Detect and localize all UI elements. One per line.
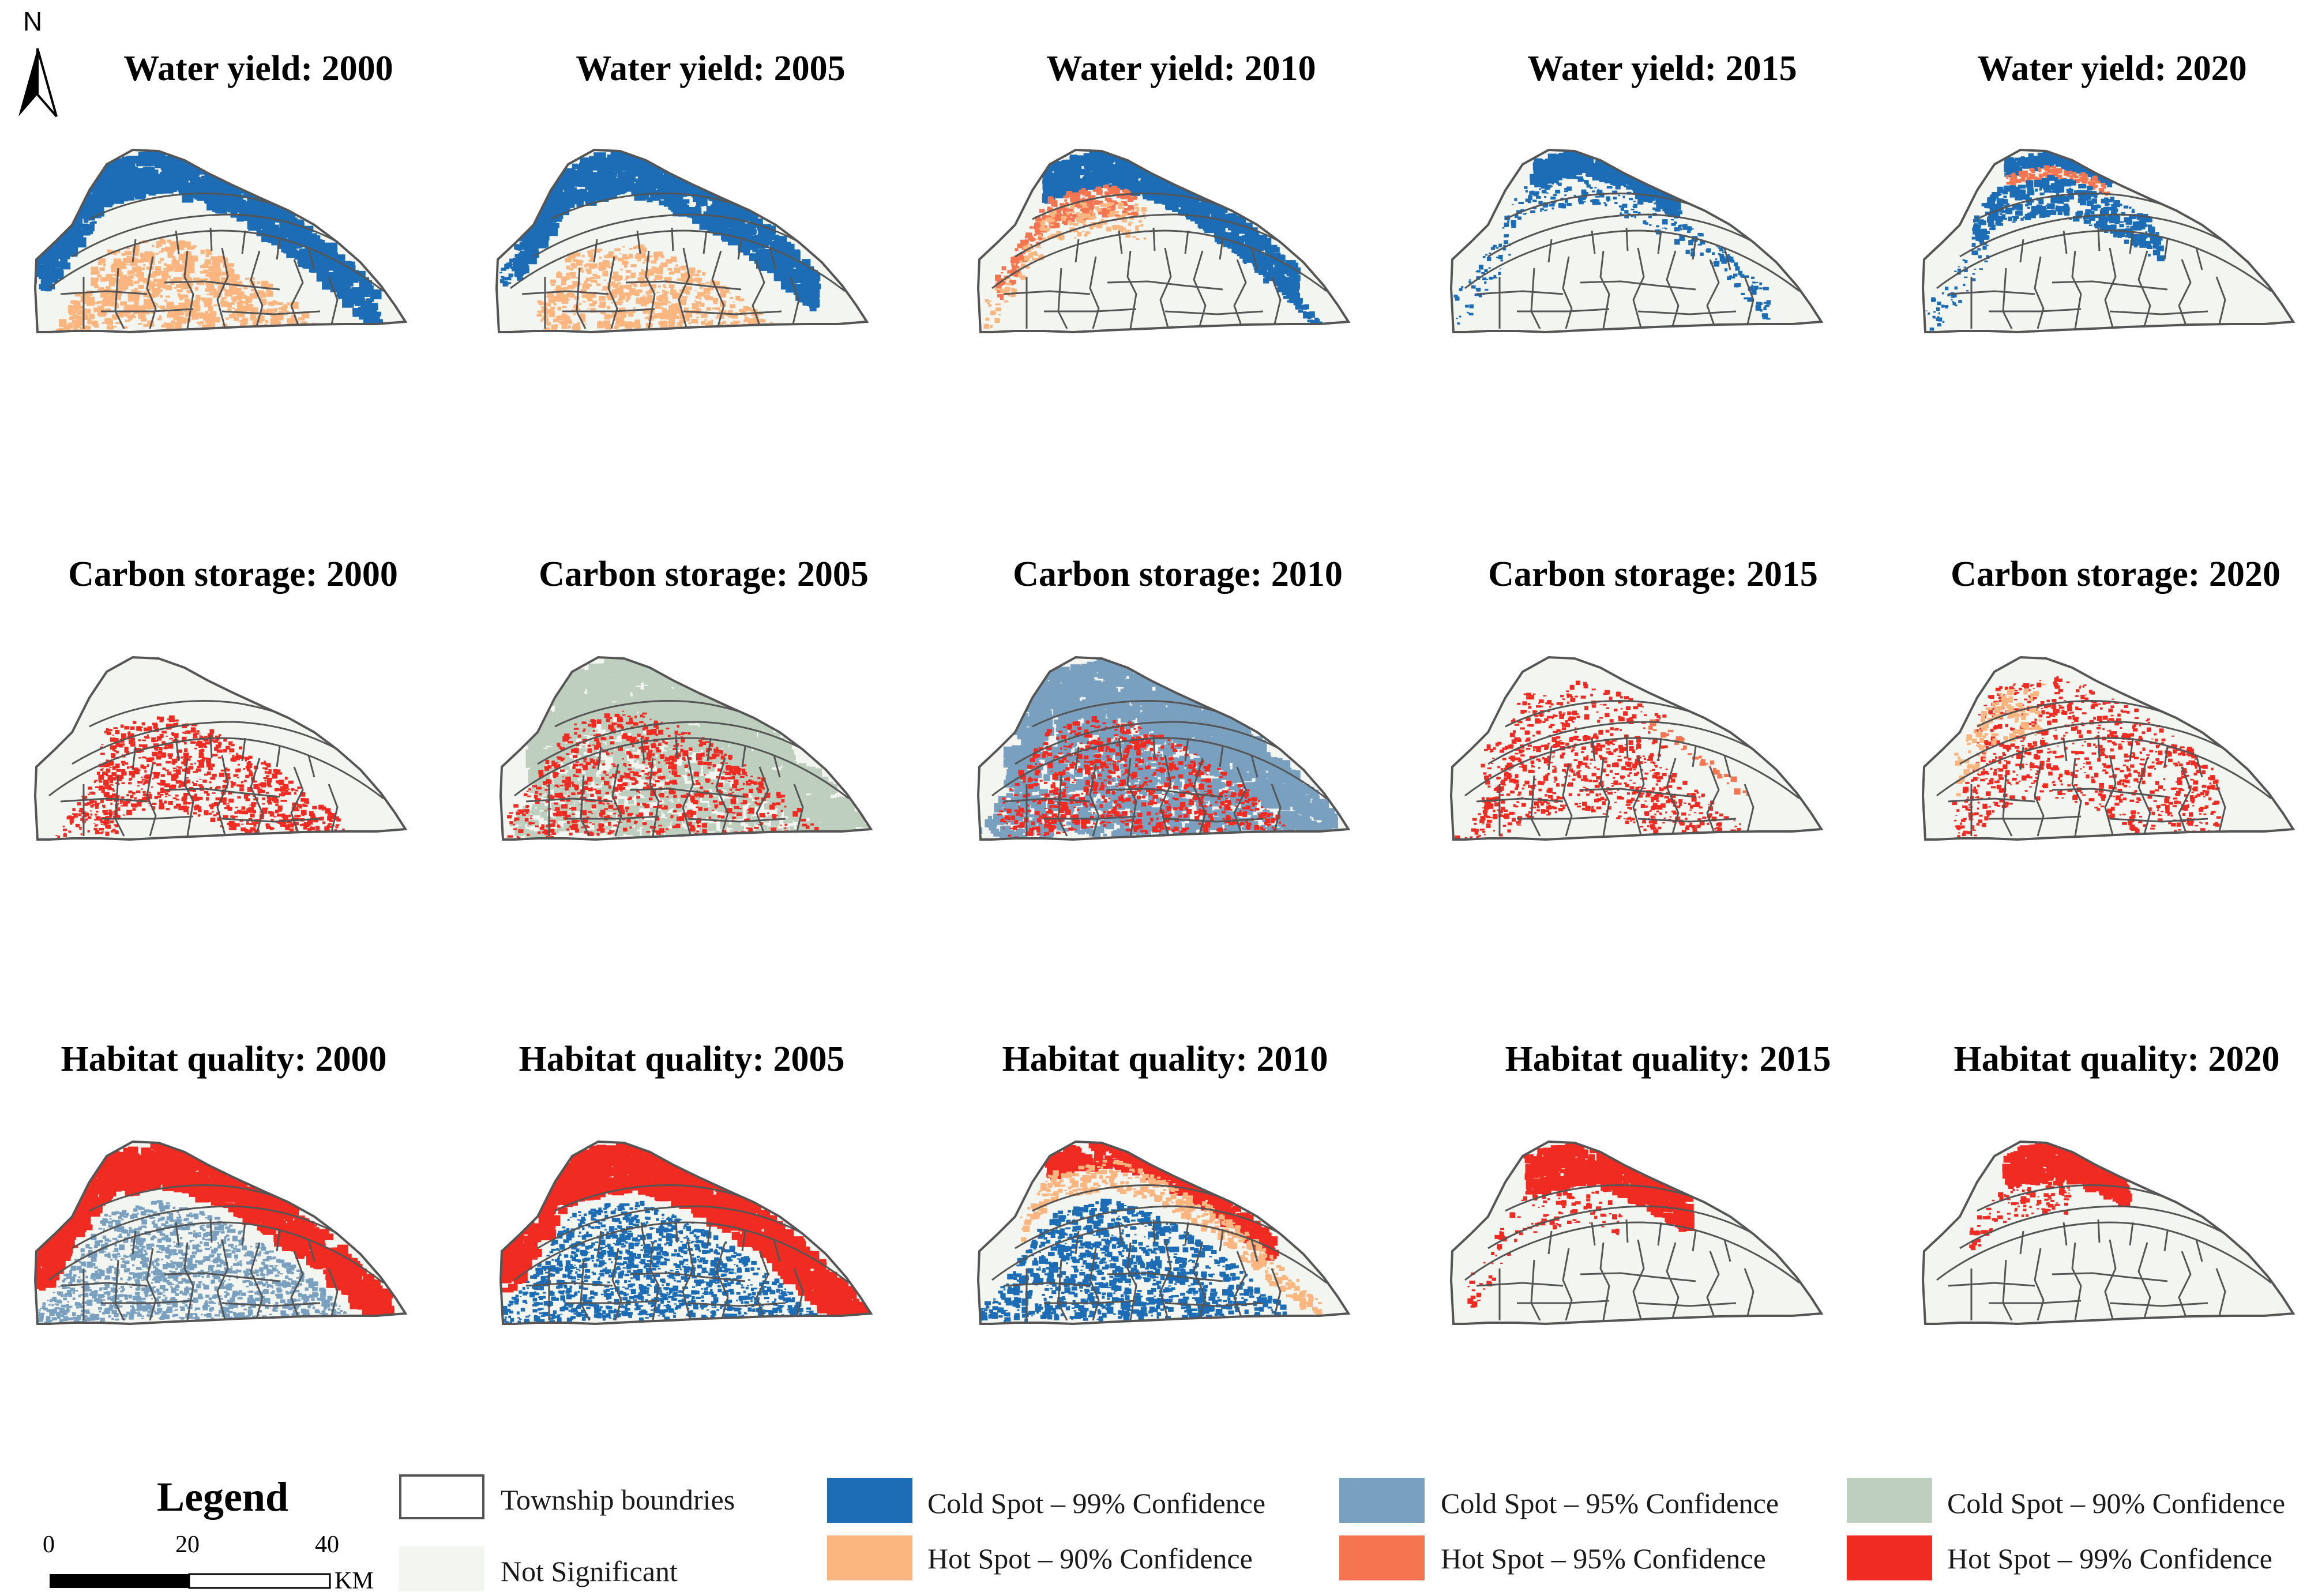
scale-bar [50, 1573, 331, 1589]
map-region-base [1451, 1142, 1821, 1324]
township-boundaries [514, 1184, 850, 1321]
scale-tick-40: 40 [315, 1531, 339, 1559]
scale-unit: KM [335, 1567, 374, 1595]
region-outline [499, 1140, 873, 1326]
legend-swatch-hot95 [1339, 1535, 1425, 1580]
legend-label-cold90: Cold Spot – 90% Confidence [1947, 1489, 2285, 1518]
panel-title-habitat-quality-2020: Habitat quality: 2020 [1898, 1041, 2318, 1077]
panel-title-carbon-storage-2005: Carbon storage: 2005 [484, 556, 923, 592]
region-outline [976, 656, 1351, 841]
panel-title-water-yield-2020: Water yield: 2020 [1893, 51, 2318, 86]
map-habitat-quality-2015 [1449, 1140, 1824, 1326]
map-region-base [1451, 150, 1821, 332]
region-outline [495, 148, 869, 334]
township-boundaries [48, 700, 384, 837]
scale-tick-0: 0 [43, 1531, 55, 1559]
panel-title-carbon-storage-2015: Carbon storage: 2015 [1434, 556, 1872, 592]
scale-tick-20: 20 [175, 1531, 200, 1559]
region-outline [976, 1140, 1351, 1326]
township-boundaries [991, 1184, 1327, 1321]
panel-title-habitat-quality-2015: Habitat quality: 2015 [1449, 1041, 1887, 1077]
region-outline [33, 656, 408, 841]
region-outline [1449, 148, 1824, 334]
map-carbon-storage-2000 [33, 656, 408, 841]
map-carbon-storage-2010 [976, 656, 1351, 841]
hotspot-cells [1952, 676, 2227, 838]
township-boundaries [1936, 1184, 2272, 1321]
legend-label-cold99: Cold Spot – 99% Confidence [927, 1489, 1265, 1518]
region-outline [1449, 1140, 1824, 1326]
legend-label-cold95: Cold Spot – 95% Confidence [1441, 1489, 1779, 1518]
region-outline [976, 148, 1351, 334]
map-region-base [1923, 1142, 2293, 1324]
township-boundaries [1936, 700, 2272, 837]
map-region-base [35, 657, 405, 840]
map-carbon-storage-2015 [1449, 656, 1824, 841]
panel-title-habitat-quality-2005: Habitat quality: 2005 [463, 1041, 901, 1077]
legend-label-township: Township boundries [501, 1485, 735, 1514]
township-boundaries [1464, 1184, 1800, 1321]
map-habitat-quality-2010 [976, 1140, 1351, 1326]
township-boundaries [1464, 700, 1800, 837]
panel-title-water-yield-2005: Water yield: 2005 [491, 51, 930, 86]
scale-bar-black-segment [50, 1574, 189, 1588]
panel-title-water-yield-2010: Water yield: 2010 [962, 51, 1400, 86]
map-region-base [1923, 150, 2293, 332]
map-carbon-storage-2020 [1921, 656, 2296, 841]
map-water-yield-2015 [1449, 148, 1824, 334]
legend-swatch-cold90 [1847, 1478, 1932, 1523]
region-outline [1449, 656, 1824, 841]
map-habitat-quality-2020 [1921, 1140, 2296, 1326]
region-outline [1921, 1140, 2296, 1326]
township-boundaries [991, 700, 1327, 837]
panel-title-habitat-quality-2010: Habitat quality: 2010 [946, 1041, 1384, 1077]
map-habitat-quality-2000 [33, 1140, 408, 1326]
legend-swatch-not-significant [399, 1546, 484, 1591]
township-boundaries [48, 1184, 384, 1321]
legend-label-hot95: Hot Spot – 95% Confidence [1441, 1544, 1766, 1573]
legend-swatch-township [399, 1474, 484, 1519]
map-habitat-quality-2005 [499, 1140, 873, 1326]
map-carbon-storage-2005 [499, 656, 873, 841]
scale-bar-white-segment [188, 1573, 331, 1589]
panel-title-habitat-quality-2000: Habitat quality: 2000 [5, 1041, 443, 1077]
region-outline [33, 148, 408, 334]
panel-title-water-yield-2000: Water yield: 2000 [39, 51, 478, 86]
legend-label-hot90: Hot Spot – 90% Confidence [927, 1544, 1253, 1573]
legend-label-hot99: Hot Spot – 99% Confidence [1947, 1544, 2272, 1573]
township-boundaries [1936, 193, 2272, 329]
legend-swatch-cold99 [827, 1478, 912, 1523]
map-water-yield-2020 [1921, 148, 2296, 334]
panel-title-carbon-storage-2020: Carbon storage: 2020 [1896, 556, 2318, 592]
north-arrow-icon [18, 48, 58, 118]
legend-swatch-hot99 [1847, 1535, 1932, 1580]
legend-swatch-hot90 [827, 1535, 912, 1580]
region-outline [1921, 148, 2296, 334]
panel-title-water-yield-2015: Water yield: 2015 [1443, 51, 1881, 86]
region-outline [499, 656, 873, 841]
panel-title-carbon-storage-2010: Carbon storage: 2010 [959, 556, 1397, 592]
legend-swatch-cold95 [1339, 1478, 1425, 1523]
map-water-yield-2000 [33, 148, 408, 334]
legend-label-not-significant: Not Significant [501, 1557, 678, 1586]
township-boundaries [514, 700, 850, 837]
north-label: N [23, 6, 42, 37]
legend-title: Legend [157, 1473, 288, 1521]
map-water-yield-2005 [495, 148, 869, 334]
region-outline [33, 1140, 408, 1326]
map-water-yield-2010 [976, 148, 1351, 334]
hotspot-cells [35, 1142, 395, 1324]
panel-title-carbon-storage-2000: Carbon storage: 2000 [14, 556, 452, 592]
region-outline [1921, 656, 2296, 841]
